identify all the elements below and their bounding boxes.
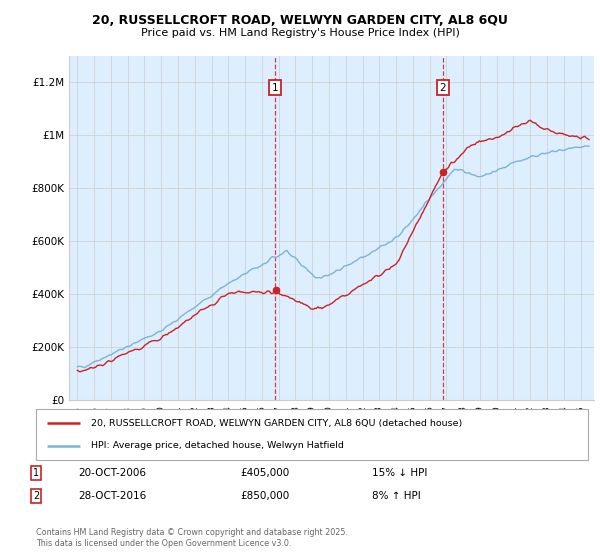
Text: Contains HM Land Registry data © Crown copyright and database right 2025.
This d: Contains HM Land Registry data © Crown c…	[36, 528, 348, 548]
Text: 8% ↑ HPI: 8% ↑ HPI	[372, 491, 421, 501]
Text: Price paid vs. HM Land Registry's House Price Index (HPI): Price paid vs. HM Land Registry's House …	[140, 28, 460, 38]
Text: 1: 1	[272, 83, 278, 93]
Text: 20, RUSSELLCROFT ROAD, WELWYN GARDEN CITY, AL8 6QU: 20, RUSSELLCROFT ROAD, WELWYN GARDEN CIT…	[92, 14, 508, 27]
Text: 15% ↓ HPI: 15% ↓ HPI	[372, 468, 427, 478]
Text: HPI: Average price, detached house, Welwyn Hatfield: HPI: Average price, detached house, Welw…	[91, 441, 344, 450]
Text: £405,000: £405,000	[240, 468, 289, 478]
Text: 1: 1	[33, 468, 39, 478]
Text: £850,000: £850,000	[240, 491, 289, 501]
Text: 28-OCT-2016: 28-OCT-2016	[78, 491, 146, 501]
Text: 2: 2	[440, 83, 446, 93]
Text: 20-OCT-2006: 20-OCT-2006	[78, 468, 146, 478]
Text: 2: 2	[33, 491, 39, 501]
Text: 20, RUSSELLCROFT ROAD, WELWYN GARDEN CITY, AL8 6QU (detached house): 20, RUSSELLCROFT ROAD, WELWYN GARDEN CIT…	[91, 419, 463, 428]
